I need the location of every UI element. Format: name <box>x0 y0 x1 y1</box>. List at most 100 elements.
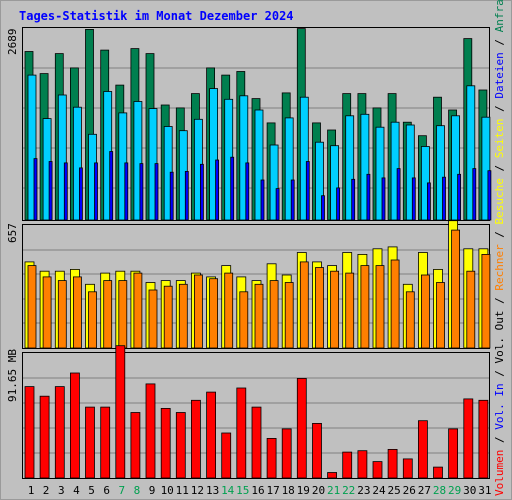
legend-volumen: Volumen <box>493 449 506 496</box>
bar-dateien-day-17 <box>269 144 279 221</box>
x-tick-label-day-2: 2 <box>43 484 50 497</box>
x-tick-label-day-10: 10 <box>161 484 174 497</box>
bar-volumen-day-15 <box>236 387 247 479</box>
bar-rechner-day-11 <box>178 283 188 349</box>
bar-rechner-day-10 <box>163 285 173 349</box>
legend-anfragen: Anfragen <box>493 0 506 33</box>
bar-rechner-day-5 <box>88 291 97 349</box>
bar-seiten-day-29 <box>457 173 462 221</box>
legend-sep: / <box>493 224 506 245</box>
x-tick-label-day-31: 31 <box>478 484 491 497</box>
bar-seiten-day-1 <box>33 158 38 221</box>
page-title: Tages-Statistik im Monat Dezember 2024 <box>19 9 294 23</box>
bar-volumen-day-21 <box>327 472 338 479</box>
bar-volumen-day-13 <box>206 391 217 479</box>
bar-rechner-day-4 <box>73 276 82 349</box>
bar-volumen-day-1 <box>24 386 35 479</box>
x-tick-label-day-6: 6 <box>103 484 110 497</box>
x-tick-label-day-11: 11 <box>176 484 189 497</box>
bar-volumen-day-9 <box>145 383 156 479</box>
x-tick-label-day-27: 27 <box>418 484 431 497</box>
bar-rechner-day-13 <box>209 278 219 349</box>
bar-dateien-day-28 <box>436 125 445 221</box>
bar-volumen-day-16 <box>251 406 262 479</box>
bar-rechner-day-22 <box>345 272 355 349</box>
bar-dateien-day-8 <box>133 101 143 221</box>
bar-seiten-day-9 <box>154 163 159 221</box>
bar-dateien-day-13 <box>209 88 219 221</box>
bar-dateien-day-30 <box>466 85 476 221</box>
bar-rechner-day-24 <box>375 265 385 349</box>
bar-dateien-day-26 <box>405 124 415 221</box>
bar-rechner-day-3 <box>57 280 67 349</box>
bar-volumen-day-6 <box>100 406 111 479</box>
x-tick-label-day-17: 17 <box>266 484 279 497</box>
bar-volumen-day-29 <box>448 428 459 479</box>
bar-seiten-day-30 <box>472 168 477 221</box>
bar-dateien-day-16 <box>254 109 264 221</box>
legend-sep: / <box>493 158 506 179</box>
legend-sep: / <box>493 32 506 53</box>
legend-rechner: Rechner <box>493 244 506 291</box>
x-tick-label-day-14: 14 <box>221 484 235 497</box>
legend-sep: / <box>493 363 506 384</box>
bar-dateien-day-15 <box>239 95 249 221</box>
bar-volumen-day-4 <box>70 372 80 479</box>
bar-rechner-day-17 <box>269 280 279 349</box>
x-tick-label-day-30: 30 <box>463 484 476 497</box>
bar-rechner-day-23 <box>360 265 370 349</box>
bar-rechner-day-16 <box>254 283 264 349</box>
bar-volumen-day-26 <box>402 458 413 479</box>
bar-rechner-day-14 <box>224 272 234 349</box>
bar-seiten-day-26 <box>411 177 416 221</box>
bar-seiten-day-27 <box>426 182 431 221</box>
x-tick-label-day-24: 24 <box>372 484 386 497</box>
legend-besuche: Besuche <box>493 178 506 225</box>
x-tick-label-day-28: 28 <box>433 484 446 497</box>
bar-volumen-day-20 <box>312 422 322 479</box>
bar-volumen-day-24 <box>372 461 383 479</box>
x-tick-label-day-1: 1 <box>28 484 35 497</box>
bar-dateien-day-18 <box>284 117 294 221</box>
bar-volumen-day-2 <box>39 395 50 479</box>
x-tick-label-day-13: 13 <box>206 484 219 497</box>
bar-seiten-day-13 <box>215 159 220 221</box>
x-tick-label-day-23: 23 <box>357 484 370 497</box>
legend-seiten: Seiten <box>493 118 506 159</box>
bar-volumen-day-27 <box>417 420 428 479</box>
bar-dateien-day-20 <box>315 141 324 221</box>
bar-volumen-day-31 <box>478 399 489 479</box>
x-tick-label-day-26: 26 <box>403 484 416 497</box>
bar-rechner-day-19 <box>299 261 309 349</box>
bar-rechner-day-25 <box>390 259 400 349</box>
bar-dateien-day-1 <box>27 74 37 221</box>
bar-seiten-day-20 <box>321 195 325 221</box>
bar-seiten-day-12 <box>199 163 204 221</box>
bar-seiten-day-5 <box>94 162 98 221</box>
bar-rechner-day-21 <box>330 270 340 349</box>
bar-seiten-day-15 <box>245 162 250 221</box>
bar-rechner-day-28 <box>436 282 445 349</box>
bar-rechner-day-27 <box>420 274 430 349</box>
bar-volumen-day-8 <box>130 412 141 479</box>
legend-dateien: Dateien <box>493 52 506 99</box>
bar-seiten-day-16 <box>260 179 265 221</box>
bar-rechner-day-30 <box>466 270 476 349</box>
bar-seiten-day-6 <box>109 151 114 221</box>
bar-dateien-day-23 <box>360 113 370 221</box>
bar-seiten-day-24 <box>381 177 386 221</box>
legend-sep: / <box>493 290 506 311</box>
bar-dateien-day-3 <box>57 94 67 221</box>
bar-volumen-day-5 <box>85 406 95 479</box>
legend-vol-in: Vol. In <box>493 383 506 430</box>
bar-volumen-day-25 <box>387 448 398 479</box>
bar-seiten-day-19 <box>305 161 310 221</box>
x-tick-label-day-16: 16 <box>251 484 264 497</box>
x-tick-label-day-15: 15 <box>236 484 249 497</box>
bar-volumen-day-17 <box>266 437 277 479</box>
x-tick-label-day-4: 4 <box>73 484 80 497</box>
bar-rechner-day-18 <box>284 282 294 349</box>
bar-rechner-day-29 <box>451 229 461 349</box>
bar-seiten-day-3 <box>63 162 68 221</box>
